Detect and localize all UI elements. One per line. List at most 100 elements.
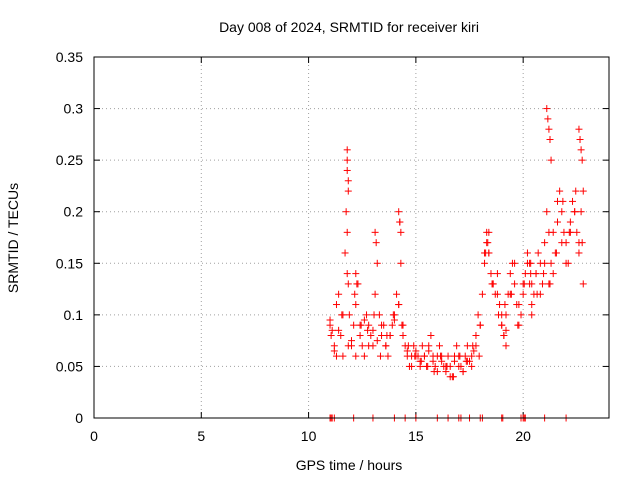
y-tick-label: 0.1	[64, 307, 84, 323]
data-point	[389, 311, 397, 319]
data-point	[396, 218, 404, 226]
data-point	[459, 368, 467, 376]
data-point	[502, 342, 510, 350]
data-point	[565, 228, 573, 236]
x-tick-label: 20	[515, 428, 531, 444]
data-point	[343, 228, 351, 236]
x-tick-label: 15	[408, 428, 424, 444]
data-point	[511, 259, 519, 267]
data-point	[566, 218, 574, 226]
data-point	[579, 280, 587, 288]
data-point	[549, 228, 557, 236]
data-point	[437, 352, 445, 360]
data-point	[573, 228, 581, 236]
data-point	[404, 342, 412, 350]
data-point	[351, 290, 359, 298]
data-point	[558, 239, 566, 247]
data-point	[517, 311, 525, 319]
data-point	[462, 357, 470, 365]
data-point	[498, 321, 506, 329]
data-point	[507, 290, 515, 298]
data-point	[526, 259, 534, 267]
data-point	[543, 105, 551, 113]
data-point	[365, 321, 373, 329]
data-point	[393, 290, 401, 298]
data-point	[534, 249, 542, 257]
data-point	[408, 362, 416, 370]
data-point	[487, 270, 495, 278]
data-point	[397, 228, 405, 236]
data-point	[373, 259, 381, 267]
data-point	[344, 177, 352, 185]
data-point	[543, 208, 551, 216]
data-point	[520, 280, 528, 288]
data-point	[411, 352, 419, 360]
data-point	[382, 342, 390, 350]
data-point	[554, 218, 561, 226]
y-tick-label: 0	[75, 410, 83, 426]
data-point	[378, 321, 386, 329]
data-point	[343, 146, 351, 154]
data-point	[562, 259, 570, 267]
data-point	[353, 280, 361, 288]
data-point	[558, 208, 566, 216]
data-point	[515, 301, 523, 309]
data-point	[501, 301, 509, 309]
data-point	[365, 342, 373, 350]
data-point	[383, 331, 391, 339]
data-point	[528, 301, 536, 309]
data-point	[544, 115, 552, 123]
data-point	[577, 208, 585, 216]
data-point	[398, 321, 406, 329]
data-point	[576, 136, 584, 144]
data-point	[514, 321, 522, 329]
data-point	[418, 342, 426, 350]
data-point	[364, 326, 372, 334]
data-point	[552, 249, 560, 257]
data-point	[472, 331, 480, 339]
data-point	[483, 228, 491, 236]
grid-lines	[94, 57, 609, 418]
data-point	[500, 331, 508, 339]
x-tick-label: 0	[90, 428, 98, 444]
y-tick-label: 0.3	[64, 101, 84, 117]
chart-title: Day 008 of 2024, SRMTID for receiver kir…	[219, 19, 479, 35]
data-point	[327, 331, 335, 339]
y-tick-label: 0.05	[56, 358, 83, 374]
data-point	[541, 259, 549, 267]
y-axis-label: SRMTID / TECUs	[5, 183, 21, 293]
data-point	[371, 228, 379, 236]
data-point	[360, 352, 368, 360]
data-point	[326, 316, 334, 324]
data-point	[348, 337, 355, 345]
data-point	[420, 352, 428, 360]
data-point	[431, 362, 439, 370]
data-point	[344, 280, 352, 288]
y-tick-label: 0.25	[56, 152, 83, 168]
data-point	[335, 326, 343, 334]
data-point	[444, 352, 452, 360]
data-point	[475, 352, 483, 360]
data-point	[424, 362, 432, 370]
data-point	[360, 316, 368, 324]
data-point	[456, 352, 464, 360]
data-point	[547, 259, 555, 267]
data-point	[578, 156, 586, 164]
data-point	[352, 270, 360, 278]
data-point	[345, 311, 353, 319]
data-point	[575, 125, 583, 133]
data-point	[547, 156, 555, 164]
data-point	[343, 166, 351, 174]
data-point	[578, 239, 586, 247]
data-point	[579, 187, 587, 195]
data-point	[344, 187, 352, 195]
data-point	[556, 187, 564, 195]
data-point	[502, 326, 510, 334]
data-point	[484, 239, 492, 247]
data-point	[384, 352, 392, 360]
data-point	[470, 347, 478, 355]
data-point	[339, 352, 347, 360]
data-point	[352, 352, 360, 360]
data-point	[506, 270, 514, 278]
